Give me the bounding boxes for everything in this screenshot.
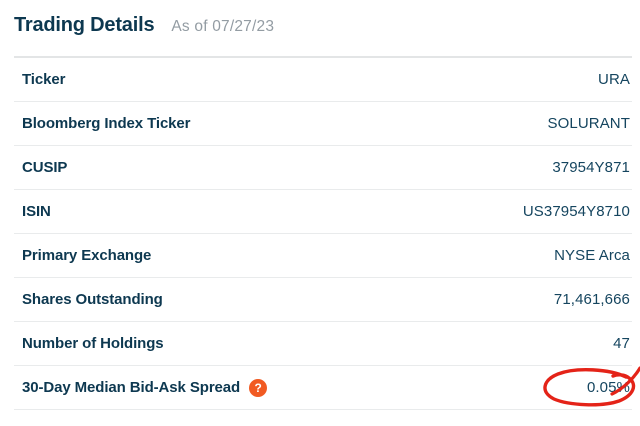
row-label: Shares Outstanding xyxy=(22,291,163,308)
trading-details-panel: Trading Details As of 07/27/23 Ticker UR… xyxy=(14,0,640,410)
table-row-primary-exchange: Primary Exchange NYSE Arca xyxy=(14,234,632,278)
row-label: Ticker xyxy=(22,71,66,88)
table-row-shares-outstanding: Shares Outstanding 71,461,666 xyxy=(14,278,632,322)
row-value: SOLURANT xyxy=(547,115,630,132)
row-value: NYSE Arca xyxy=(554,247,630,264)
row-label: CUSIP xyxy=(22,159,68,176)
row-value: URA xyxy=(598,71,630,88)
row-value: US37954Y8710 xyxy=(522,203,630,220)
row-label: Bloomberg Index Ticker xyxy=(22,115,191,132)
table-row-isin: ISIN US37954Y8710 xyxy=(14,190,632,234)
trading-details-table: Ticker URA Bloomberg Index Ticker SOLURA… xyxy=(14,56,640,410)
table-row-bid-ask-spread: 30-Day Median Bid-Ask Spread ? 0.05% xyxy=(14,366,640,410)
as-of-date: As of 07/27/23 xyxy=(171,18,275,35)
table-row-number-of-holdings: Number of Holdings 47 xyxy=(14,322,632,366)
help-tooltip-icon[interactable]: ? xyxy=(249,378,268,397)
row-label: 30-Day Median Bid-Ask Spread xyxy=(22,379,241,396)
page-title: Trading Details xyxy=(14,14,155,36)
row-value: 0.05% xyxy=(586,379,630,396)
row-label: Number of Holdings xyxy=(22,335,164,352)
row-value: 37954Y871 xyxy=(552,159,630,176)
row-value: 71,461,666 xyxy=(553,291,630,308)
row-label: Primary Exchange xyxy=(22,247,152,264)
table-row-ticker: Ticker URA xyxy=(14,58,632,102)
panel-header: Trading Details As of 07/27/23 xyxy=(14,0,632,38)
table-row-cusip: CUSIP 37954Y871 xyxy=(14,146,632,190)
table-row-bloomberg-index-ticker: Bloomberg Index Ticker SOLURANT xyxy=(14,102,632,146)
row-value: 47 xyxy=(613,335,630,352)
row-label: ISIN xyxy=(22,203,51,220)
row-label-group: 30-Day Median Bid-Ask Spread ? xyxy=(22,378,268,397)
